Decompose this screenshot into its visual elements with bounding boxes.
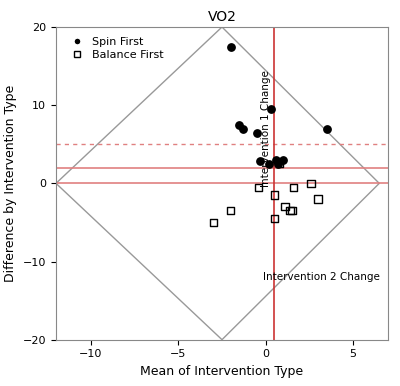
Title: VO2: VO2 xyxy=(208,10,236,24)
Point xyxy=(308,180,314,186)
Point xyxy=(276,161,283,167)
Point xyxy=(271,215,278,222)
Point xyxy=(290,184,297,190)
Y-axis label: Difference by Intervention Type: Difference by Intervention Type xyxy=(4,85,17,282)
Point xyxy=(228,208,234,214)
Point xyxy=(210,219,216,225)
Point xyxy=(282,204,288,210)
X-axis label: Mean of Intervention Type: Mean of Intervention Type xyxy=(140,365,304,378)
Point xyxy=(240,125,246,132)
Point xyxy=(236,122,243,128)
Legend: Spin First, Balance First: Spin First, Balance First xyxy=(62,32,168,65)
Point xyxy=(268,106,274,112)
Text: Intervention 1 Change: Intervention 1 Change xyxy=(261,70,271,187)
Point xyxy=(228,44,234,50)
Text: Intervention 2 Change: Intervention 2 Change xyxy=(263,272,380,282)
Point xyxy=(289,208,295,214)
Point xyxy=(271,192,278,198)
Point xyxy=(254,129,260,135)
Point xyxy=(315,196,321,202)
Point xyxy=(266,161,272,167)
Point xyxy=(287,208,293,214)
Point xyxy=(257,158,264,164)
Point xyxy=(280,157,286,163)
Point xyxy=(324,125,330,132)
Point xyxy=(275,161,281,167)
Point xyxy=(273,157,279,163)
Point xyxy=(256,184,262,190)
